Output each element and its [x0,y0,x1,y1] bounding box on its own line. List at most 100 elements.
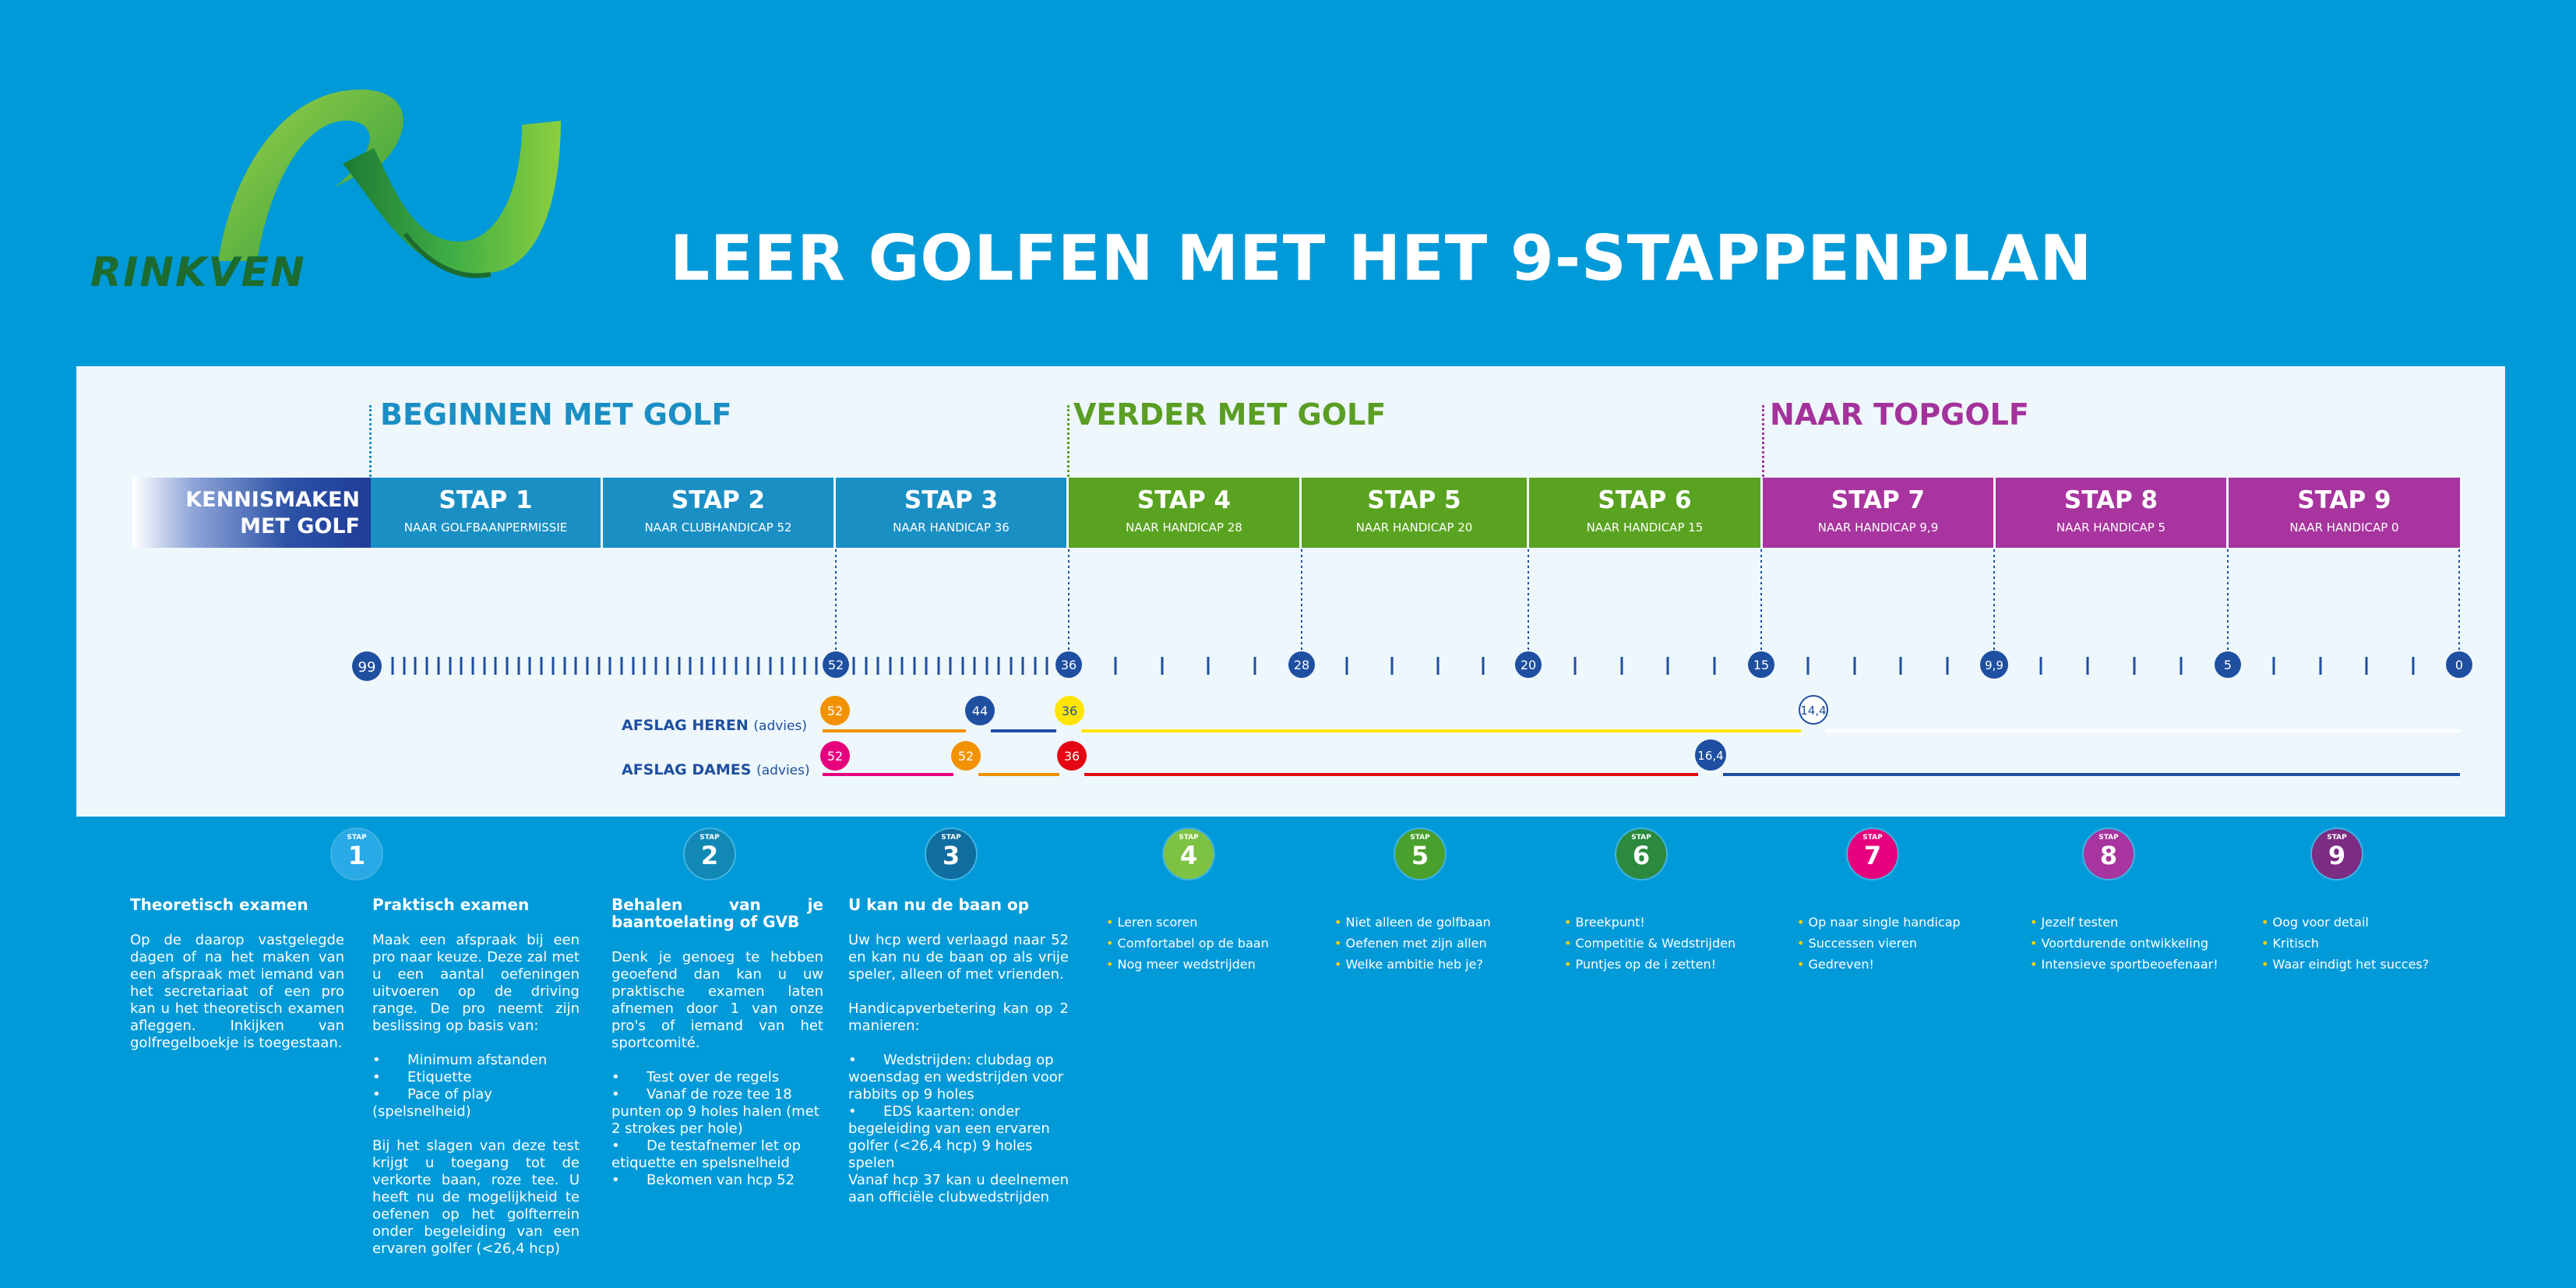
list-item: Jezelf testen [2030,912,2218,933]
dames-marker-52b: 52 [951,741,981,771]
step-box-5: STAP 5 NAAR HANDICAP 20 [1302,478,1529,548]
step-badge-3: STAP 3 [926,829,976,879]
step-badge-1: STAP 1 [332,829,382,879]
list-item: • Pace of play (spelsnelheid) [372,1086,492,1120]
list-item: Op naar single handicap [1797,912,1961,933]
step-subtitle: NAAR GOLFBAANPERMISSIE [403,520,568,535]
logo-wordmark: RINKVEN [90,249,306,296]
step-box-4: STAP 4 NAAR HANDICAP 28 [1069,478,1302,548]
afslag-dames-text: AFSLAG DAMES [622,761,752,778]
bullets-step-8: Jezelf testenVoortdurende ontwikkelingIn… [2030,912,2218,975]
marker-15: 15 [1748,651,1774,678]
marker-label: 9,9 [1985,658,2003,672]
phase-beginnen: BEGINNEN MET GOLF [380,397,732,432]
marker-0: 0 [2446,651,2472,678]
col-heading: Praktisch examen [372,895,530,914]
badge-number: 7 [1863,841,1882,870]
step-badge-5: STAP 5 [1395,829,1445,879]
step-badge-8: STAP 8 [2084,829,2134,879]
step-badge-2: STAP 2 [685,829,735,879]
divider-line [1067,405,1070,477]
list-item: Kritisch [2261,933,2429,954]
marker-label: 52 [828,658,844,672]
col-intro: Maak een afspraak bij een pro naar keuze… [372,932,580,1034]
col-p3: Vanaf hcp 37 kan u deelnemen aan officië… [848,1172,1069,1205]
badge-number: 1 [347,841,366,870]
step-box-9: STAP 9 NAAR HANDICAP 0 [2229,478,2460,548]
marker-label: 52 [827,704,843,718]
badge-number: 8 [2099,841,2118,870]
list-item: Welke ambitie heb je? [1334,954,1491,975]
step-badge-4: STAP 4 [1164,829,1214,879]
step-badge-7: STAP 7 [1848,829,1898,879]
badge-small-label: STAP [347,834,367,842]
heren-marker-52: 52 [820,696,850,725]
list-item: Intensieve sportbeoefenaar! [2030,954,2218,975]
afslag-heren-text: AFSLAG HEREN [622,717,749,734]
step-title: STAP 6 [1598,486,1692,514]
list-item: • De testafnemer let op etiquette en spe… [611,1138,802,1171]
step-subtitle: NAAR HANDICAP 20 [1355,520,1473,535]
step-box-1: STAP 1 NAAR GOLFBAANPERMISSIE [371,478,603,548]
marker-label: 36 [1062,704,1077,718]
handicap-timeline: 99 52 36 28 20 15 9,9 5 0 52 44 36 14,4 … [352,549,2472,776]
marker-28: 28 [1288,651,1315,678]
badge-number: 9 [2328,841,2346,870]
marker-label: 15 [1753,658,1769,672]
col-intro: Denk je genoeg te hebben geoefend dan ka… [611,949,823,1051]
marker-label: 0 [2455,658,2463,672]
list-item: Leren scoren [1106,912,1269,933]
marker-label: 5 [2224,658,2232,672]
afslag-dames-label: AFSLAG DAMES (advies) [622,761,810,778]
marker-52: 52 [823,651,849,678]
marker-label: 16,4 [1697,749,1723,763]
badge-small-label: STAP [1179,834,1199,842]
col-p2: Handicapverbetering kan op 2 manieren: [848,1000,1069,1034]
step-title: STAP 7 [1831,486,1926,514]
col-praktisch: Praktisch examen Maak een afspraak bij e… [372,896,580,1258]
badge-number: 5 [1411,841,1429,870]
step-title: STAP 4 [1136,486,1232,514]
page-title: LEER GOLFEN MET HET 9-STAPPENPLAN [670,222,2093,295]
marker-label: 52 [827,749,843,764]
list-item: Niet alleen de golfbaan [1334,912,1491,933]
marker-99: 99 [352,651,382,681]
col-heading: U kan nu de baan op [848,895,1030,914]
divider-line [1762,405,1764,477]
step-box-7: STAP 7 NAAR HANDICAP 9,9 [1763,478,1996,548]
col-baan-op: U kan nu de baan op Uw hcp werd verlaagd… [848,896,1069,1206]
col-theoretisch: Theoretisch examen Op de daarop vastgele… [130,896,344,1052]
badge-small-label: STAP [1410,834,1430,842]
col-outro: Bij het slagen van deze test krijgt u to… [372,1138,580,1257]
step-title: STAP 1 [439,486,533,514]
bullets-step-4: Leren scorenComfortabel op de baanNog me… [1106,912,1269,975]
col-heading: Behalen van je baantoelating of GVB [611,895,823,931]
badge-small-label: STAP [941,834,961,842]
list-item: • Wedstrijden: clubdag op woensdag en we… [848,1052,1064,1103]
step-box-2: STAP 2 NAAR CLUBHANDICAP 52 [603,478,836,548]
step-subtitle: NAAR HANDICAP 9,9 [1817,520,1939,535]
step-box-3: STAP 3 NAAR HANDICAP 36 [836,478,1069,548]
col-p1: Uw hcp werd verlaagd naar 52 en kan nu d… [848,932,1069,983]
bullets-step-5: Niet alleen de golfbaanOefenen met zijn … [1334,912,1491,975]
step-title: STAP 5 [1367,486,1461,514]
bullets-step-7: Op naar single handicapSuccessen vierenG… [1797,912,1961,975]
divider-line [369,405,372,477]
badge-number: 3 [942,841,960,870]
list-item: Comfortabel op de baan [1106,933,1269,954]
marker-5: 5 [2215,651,2241,678]
marker-label: 36 [1061,658,1077,672]
badge-small-label: STAP [2327,834,2347,842]
list-item: Breekpunt! [1564,912,1736,933]
marker-9-9: 9,9 [1980,651,2008,679]
badge-number: 4 [1179,841,1198,870]
step-title: STAP 3 [904,486,999,514]
step-title: STAP 8 [2063,486,2158,514]
dames-marker-16-4: 16,4 [1695,739,1726,771]
col-text: Op de daarop vastgelegde dagen of na het… [130,932,344,1051]
afslag-heren-suffix: (advies) [753,718,807,734]
list-item: Puntjes op de i zetten! [1564,954,1736,975]
list-item: Voortdurende ontwikkeling [2030,933,2218,954]
list-item: • Etiquette [372,1069,472,1085]
step-badge-6: STAP 6 [1616,829,1666,879]
